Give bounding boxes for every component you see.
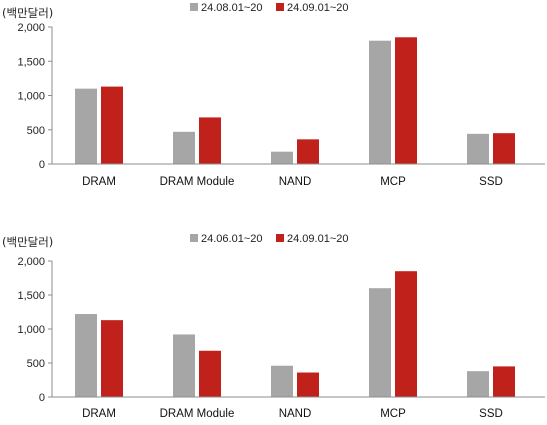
chart2-legend-swatch-2	[276, 234, 284, 242]
chart1-y-tick-label: 1,000	[17, 91, 45, 103]
chart1-bar-dram-series1	[75, 88, 97, 164]
chart1-bar-dram-module-series1	[173, 131, 195, 164]
chart2-bar-ssd-series1	[467, 371, 489, 397]
chart1-legend-label-1: 24.08.01~20	[201, 2, 262, 14]
chart2-legend-swatch-1	[190, 234, 198, 242]
chart1-bar-mcp-series2	[395, 37, 417, 164]
chart2-legend-label-2: 24.09.01~20	[287, 233, 348, 245]
chart1-bar-ssd-series1	[467, 133, 489, 164]
chart2-bar-nand-series1	[271, 365, 293, 397]
chart2-y-tick-label: 2,000	[17, 256, 45, 268]
chart2-bar-mcp-series2	[395, 271, 417, 397]
chart1-y-tick-label: 1,500	[17, 56, 45, 68]
chart2-category-label: SSD	[479, 408, 503, 420]
chart2-bar-ssd-series2	[493, 366, 515, 397]
chart1-category-label: MCP	[380, 176, 406, 188]
chart1-category-label: SSD	[479, 176, 503, 188]
chart1-legend-label-2: 24.09.01~20	[287, 2, 348, 14]
chart2-y-tick-label: 1,000	[17, 324, 45, 336]
chart2-bar-dram-module-series2	[199, 350, 221, 397]
chart1-bar-nand-series2	[297, 139, 319, 164]
chart2-category-label: DRAM	[82, 408, 116, 420]
chart2-category-label: DRAM Module	[160, 408, 235, 420]
chart1-bar-dram-series2	[101, 86, 123, 164]
chart2-legend-label-1: 24.06.01~20	[201, 233, 262, 245]
chart2-unit-label: (백만달러)	[2, 235, 53, 249]
chart2-category-label: NAND	[279, 408, 312, 420]
chart1-legend-swatch-2	[276, 3, 284, 11]
chart2-bar-dram-series2	[101, 320, 123, 397]
chart2-bar-mcp-series1	[369, 288, 391, 397]
chart2-bar-dram-series1	[75, 314, 97, 397]
chart1-bar-ssd-series2	[493, 133, 515, 164]
chart1-category-label: DRAM	[82, 176, 116, 188]
chart2-y-tick-label: 500	[27, 358, 45, 370]
chart2-y-tick-label: 1,500	[17, 290, 45, 302]
chart2-y-tick-label: 0	[39, 392, 45, 404]
chart1-y-tick-label: 0	[39, 159, 45, 171]
chart1-category-label: DRAM Module	[160, 176, 235, 188]
chart1-y-tick-label: 2,000	[17, 22, 45, 34]
chart1-unit-label: (백만달러)	[2, 6, 53, 20]
chart2-bar-dram-module-series1	[173, 334, 195, 397]
chart2-bar-nand-series2	[297, 372, 319, 397]
chart1-bar-nand-series1	[271, 151, 293, 164]
chart1-y-tick-label: 500	[27, 125, 45, 137]
chart1-bar-dram-module-series2	[199, 117, 221, 164]
chart1-bar-mcp-series1	[369, 40, 391, 165]
chart2-category-label: MCP	[380, 408, 406, 420]
chart1-category-label: NAND	[279, 176, 312, 188]
chart1-legend-swatch-1	[190, 3, 198, 11]
